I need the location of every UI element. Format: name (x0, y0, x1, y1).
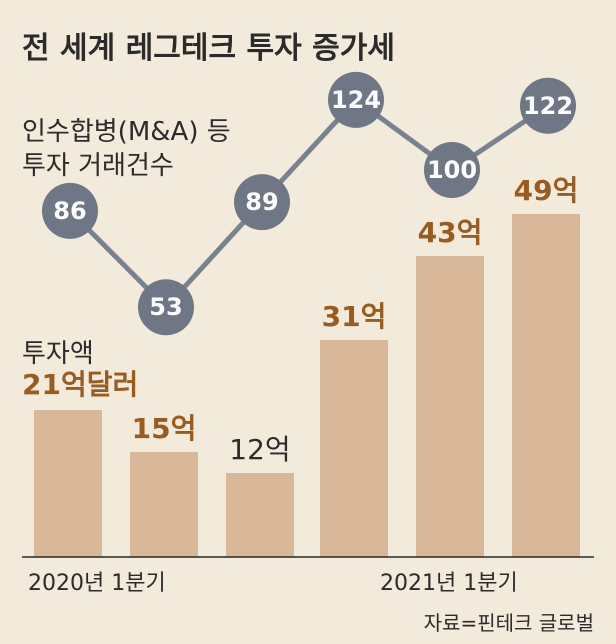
deal-count-marker-2 (138, 279, 194, 336)
line-group: 86 53 89 124 100 122 (42, 71, 576, 336)
bar-5 (416, 256, 484, 557)
line-legend-line1: 인수합병(M&A) 등 (22, 117, 231, 147)
bar-6 (512, 214, 580, 557)
bar-label-5: 43억 (418, 216, 483, 249)
line-legend-line2: 투자 거래건수 (22, 151, 174, 181)
bar-label-3: 12억 (229, 433, 290, 466)
source-note: 자료=핀테크 글로벌 (424, 611, 594, 635)
bars-group: 21억달러 15억 12억 31억 43억 49억 (22, 174, 580, 557)
deal-count-label-3: 89 (245, 188, 278, 216)
bar-label-2: 15억 (132, 412, 197, 445)
deal-count-marker-6 (520, 77, 576, 134)
bar-4 (320, 340, 388, 557)
deal-count-marker-4 (328, 71, 384, 128)
deal-count-label-5: 100 (427, 156, 477, 184)
bar-legend-name: 투자액 (22, 339, 94, 369)
bar-label-4: 31억 (322, 300, 387, 333)
bar-label-6: 49억 (514, 174, 579, 207)
deal-count-label-2: 53 (149, 293, 182, 321)
x-tick-label-start: 2020년 1분기 (28, 571, 166, 596)
deal-count-marker-5 (424, 142, 480, 198)
deal-count-label-1: 86 (53, 197, 86, 225)
bar-label-1: 21억달러 (22, 368, 138, 401)
deal-count-label-6: 122 (523, 92, 573, 120)
deal-count-marker-1 (42, 182, 98, 239)
x-tick-label-mid: 2021년 1분기 (380, 571, 518, 596)
bar-3 (226, 473, 294, 557)
deal-count-marker-3 (234, 174, 290, 231)
deal-count-label-4: 124 (331, 86, 381, 114)
bar-1 (34, 410, 102, 557)
bar-2 (130, 452, 198, 557)
chart-title: 전 세계 레그테크 투자 증가세 (22, 31, 395, 66)
